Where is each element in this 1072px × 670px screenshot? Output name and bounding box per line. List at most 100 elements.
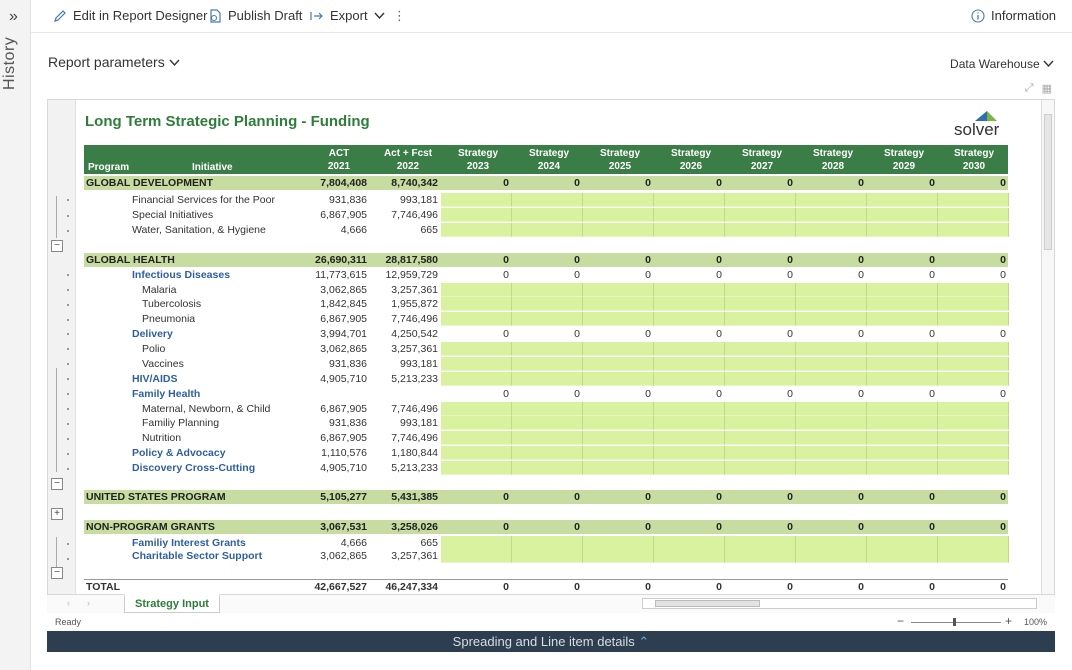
input-cell[interactable]	[867, 297, 938, 311]
input-cell[interactable]	[867, 416, 938, 430]
input-cell[interactable]	[654, 193, 725, 207]
zoom-slider[interactable]	[911, 622, 1001, 623]
input-cell[interactable]	[441, 342, 512, 356]
input-cell[interactable]	[725, 342, 796, 356]
input-cell[interactable]	[512, 208, 583, 222]
expand-button[interactable]: +	[51, 508, 63, 520]
tab-nav-right-icon[interactable]: ›	[87, 598, 90, 608]
input-cell[interactable]	[583, 223, 654, 237]
double-chevron-right-icon[interactable]: »	[9, 8, 18, 25]
input-cell[interactable]	[441, 312, 512, 326]
input-cell[interactable]	[725, 416, 796, 430]
input-cell[interactable]	[441, 549, 512, 563]
collapse-button[interactable]: −	[51, 240, 63, 252]
input-cell[interactable]	[441, 446, 512, 460]
input-cell[interactable]	[725, 536, 796, 550]
input-cell[interactable]	[796, 549, 867, 563]
input-cell[interactable]	[512, 297, 583, 311]
input-cell[interactable]	[938, 208, 1009, 222]
input-cell[interactable]	[867, 431, 938, 445]
input-cell[interactable]	[725, 312, 796, 326]
input-cell[interactable]	[796, 297, 867, 311]
tab-strategy-input[interactable]: Strategy Input	[124, 594, 220, 613]
input-cell[interactable]	[583, 416, 654, 430]
input-cell[interactable]	[796, 208, 867, 222]
input-cell[interactable]	[938, 416, 1009, 430]
input-cell[interactable]	[654, 446, 725, 460]
input-cell[interactable]	[512, 446, 583, 460]
input-cell[interactable]	[867, 549, 938, 563]
input-cell[interactable]	[725, 549, 796, 563]
input-cell[interactable]	[583, 446, 654, 460]
input-cell[interactable]	[654, 461, 725, 475]
input-cell[interactable]	[583, 283, 654, 297]
input-cell[interactable]	[938, 223, 1009, 237]
input-cell[interactable]	[441, 372, 512, 386]
input-cell[interactable]	[512, 431, 583, 445]
input-cell[interactable]	[512, 223, 583, 237]
input-cell[interactable]	[867, 193, 938, 207]
input-cell[interactable]	[796, 223, 867, 237]
input-cell[interactable]	[867, 402, 938, 416]
horizontal-scrollbar[interactable]	[642, 598, 1037, 609]
input-cell[interactable]	[796, 312, 867, 326]
input-cell[interactable]	[583, 342, 654, 356]
input-cell[interactable]	[583, 193, 654, 207]
table-icon[interactable]: ▦	[1041, 83, 1052, 95]
input-cell[interactable]	[654, 372, 725, 386]
input-cell[interactable]	[938, 372, 1009, 386]
history-sidebar[interactable]: » History	[0, 0, 31, 670]
input-cell[interactable]	[938, 283, 1009, 297]
input-cell[interactable]	[725, 283, 796, 297]
input-cell[interactable]	[583, 372, 654, 386]
input-cell[interactable]	[654, 297, 725, 311]
input-cell[interactable]	[867, 536, 938, 550]
input-cell[interactable]	[867, 461, 938, 475]
input-cell[interactable]	[867, 208, 938, 222]
input-cell[interactable]	[512, 372, 583, 386]
input-cell[interactable]	[867, 372, 938, 386]
input-cell[interactable]	[796, 446, 867, 460]
input-cell[interactable]	[796, 402, 867, 416]
details-panel-toggle[interactable]: Spreading and Line item details ⌃	[47, 631, 1055, 652]
input-cell[interactable]	[725, 431, 796, 445]
input-cell[interactable]	[725, 446, 796, 460]
input-cell[interactable]	[441, 461, 512, 475]
input-cell[interactable]	[654, 357, 725, 371]
input-cell[interactable]	[725, 402, 796, 416]
input-cell[interactable]	[654, 431, 725, 445]
input-cell[interactable]	[512, 402, 583, 416]
input-cell[interactable]	[441, 402, 512, 416]
input-cell[interactable]	[938, 297, 1009, 311]
input-cell[interactable]	[512, 283, 583, 297]
input-cell[interactable]	[867, 342, 938, 356]
input-cell[interactable]	[441, 357, 512, 371]
input-cell[interactable]	[441, 208, 512, 222]
input-cell[interactable]	[725, 208, 796, 222]
input-cell[interactable]	[583, 461, 654, 475]
input-cell[interactable]	[654, 312, 725, 326]
vertical-scrollbar[interactable]	[1041, 100, 1054, 594]
input-cell[interactable]	[512, 536, 583, 550]
input-cell[interactable]	[796, 461, 867, 475]
data-source-dropdown[interactable]: Data Warehouse	[950, 57, 1054, 71]
report-parameters-toggle[interactable]: Report parameters	[48, 54, 180, 70]
input-cell[interactable]	[512, 342, 583, 356]
input-cell[interactable]	[867, 223, 938, 237]
input-cell[interactable]	[654, 342, 725, 356]
input-cell[interactable]	[583, 297, 654, 311]
input-cell[interactable]	[938, 193, 1009, 207]
input-cell[interactable]	[796, 342, 867, 356]
input-cell[interactable]	[725, 357, 796, 371]
input-cell[interactable]	[512, 461, 583, 475]
input-cell[interactable]	[725, 297, 796, 311]
input-cell[interactable]	[441, 223, 512, 237]
input-cell[interactable]	[512, 312, 583, 326]
input-cell[interactable]	[654, 402, 725, 416]
input-cell[interactable]	[796, 416, 867, 430]
input-cell[interactable]	[725, 461, 796, 475]
input-cell[interactable]	[441, 297, 512, 311]
input-cell[interactable]	[512, 357, 583, 371]
input-cell[interactable]	[654, 223, 725, 237]
input-cell[interactable]	[796, 372, 867, 386]
